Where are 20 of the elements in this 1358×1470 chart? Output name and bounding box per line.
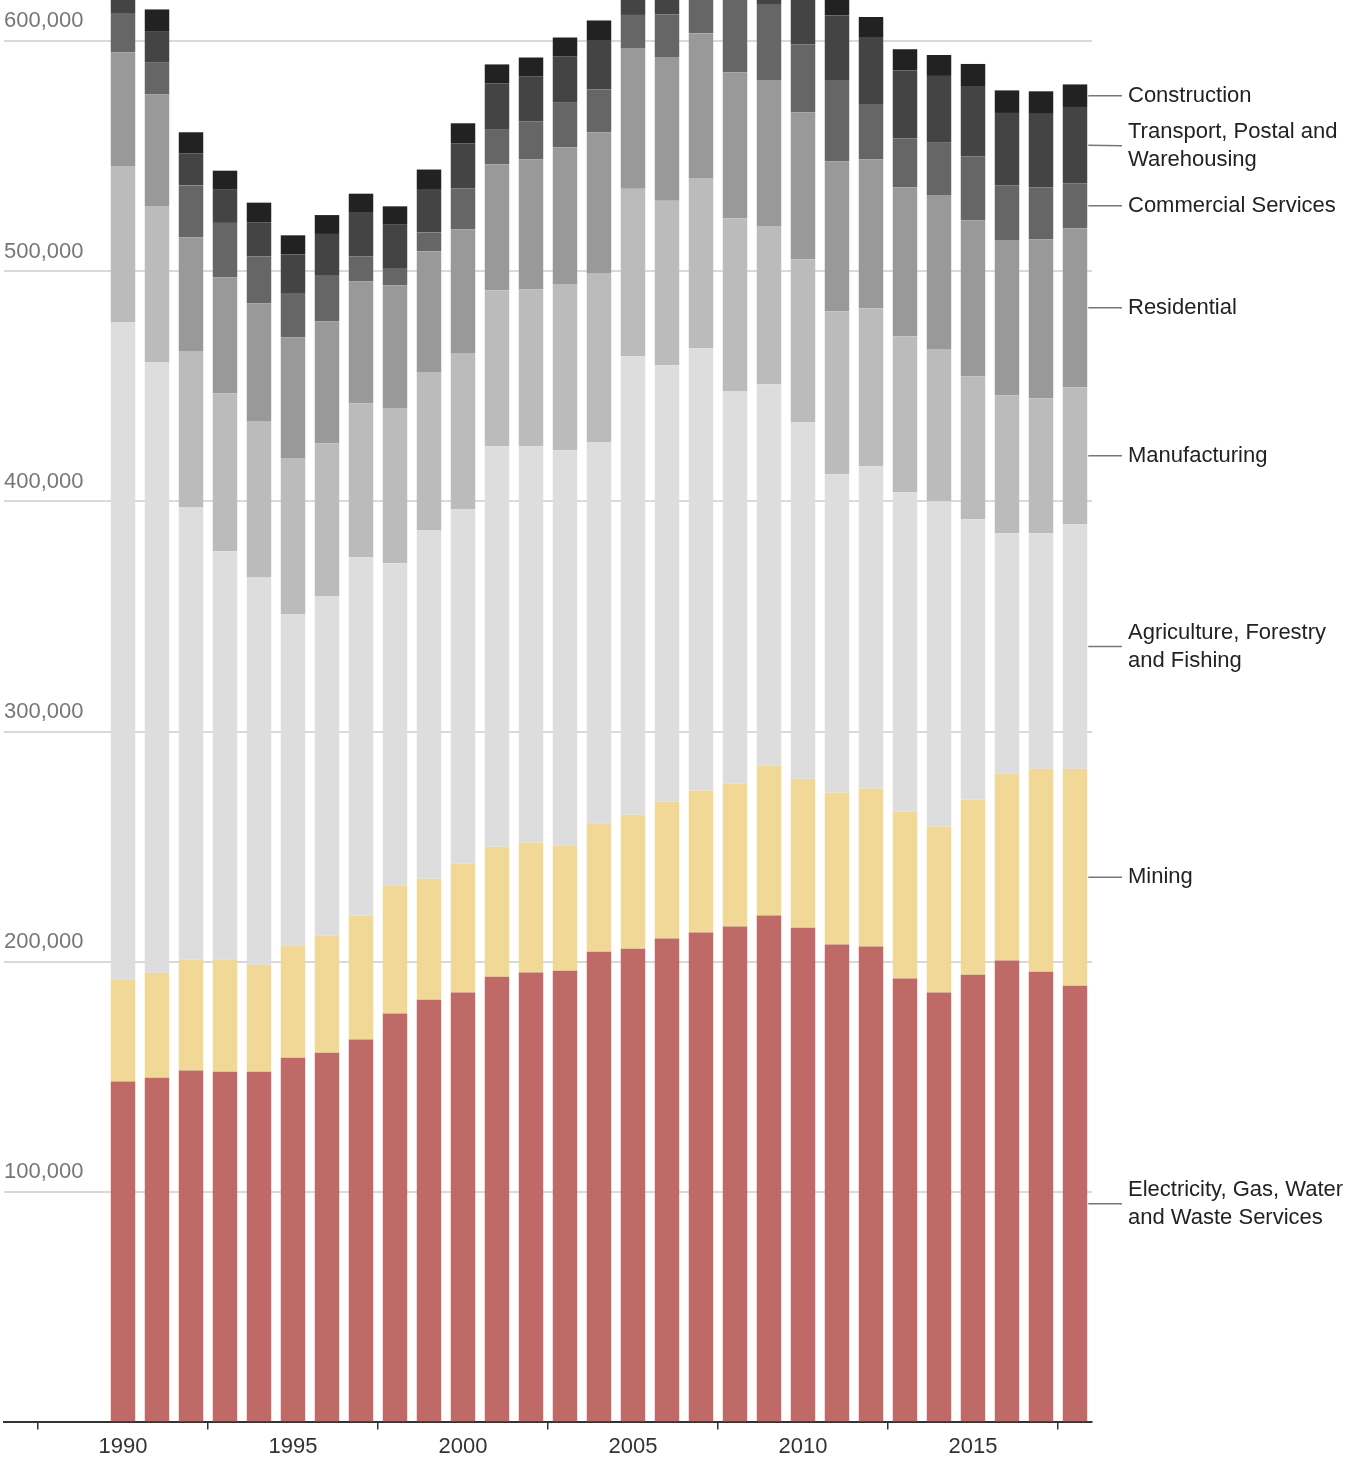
series-label: Electricity, Gas, Water and Waste Services <box>1128 1175 1344 1229</box>
y-tick-label: 100,000 <box>4 1157 84 1183</box>
series-label: Residential <box>1128 293 1237 319</box>
series-label: Transport, Postal and Warehousing <box>1128 117 1338 171</box>
series-label: Manufacturing <box>1128 441 1268 467</box>
x-tick-label: 1990 <box>98 1432 148 1458</box>
series-label: Construction <box>1128 81 1252 107</box>
x-tick-label: 2015 <box>948 1432 998 1458</box>
y-tick-label: 500,000 <box>4 237 84 263</box>
series-label: Commercial Services <box>1128 191 1336 217</box>
y-tick-label: 200,000 <box>4 927 84 953</box>
y-tick-label: 600,000 <box>4 7 84 33</box>
y-tick-label: 400,000 <box>4 467 84 493</box>
y-tick-label: 300,000 <box>4 697 84 723</box>
x-tick-label: 2010 <box>778 1432 828 1458</box>
x-tick-label: 1995 <box>268 1432 318 1458</box>
series-label: Mining <box>1128 863 1193 889</box>
x-tick-label: 2005 <box>608 1432 658 1458</box>
x-tick-label: 2000 <box>438 1432 488 1458</box>
series-label: Agriculture, Forestry and Fishing <box>1128 618 1327 672</box>
